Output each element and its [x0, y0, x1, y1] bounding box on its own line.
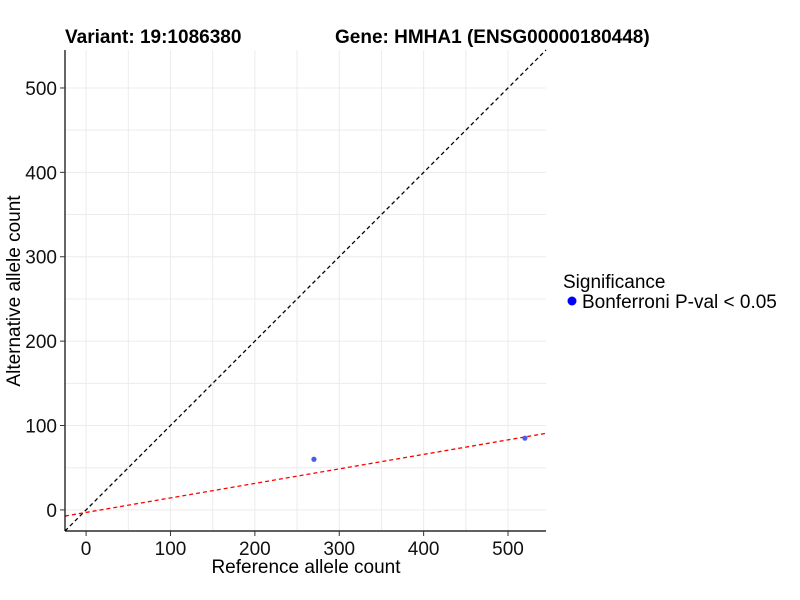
- data-points: [311, 435, 528, 462]
- grid: [65, 50, 546, 531]
- legend-marker: [567, 296, 577, 306]
- y-tick-label: 500: [25, 79, 57, 100]
- regression-line: [64, 432, 547, 517]
- x-tick-label: 300: [323, 539, 355, 560]
- x-axis-title: Reference allele count: [211, 557, 401, 578]
- data-point: [522, 435, 528, 441]
- x-tick-label: 500: [492, 539, 524, 560]
- y-tick-label: 400: [25, 163, 57, 184]
- x-tick-label: 400: [408, 539, 440, 560]
- legend-title: Significance: [563, 272, 665, 293]
- axes: [60, 50, 546, 536]
- chart-title-gene: Gene: HMHA1 (ENSG00000180448): [335, 27, 650, 48]
- y-axis-title: Alternative allele count: [4, 195, 25, 387]
- y-tick-label: 200: [25, 332, 57, 353]
- x-tick-label: 100: [155, 539, 187, 560]
- y-tick-label: 0: [46, 501, 57, 522]
- x-tick-label: 0: [81, 539, 92, 560]
- chart-title-variant: Variant: 19:1086380: [65, 27, 241, 48]
- legend-entry-label: Bonferroni P-val < 0.05: [582, 292, 777, 313]
- data-point: [311, 456, 317, 462]
- reference-lines: [64, 49, 547, 532]
- identity-line: [64, 49, 547, 532]
- legend: Significance Bonferroni P-val < 0.05: [563, 272, 777, 313]
- x-tick-label: 200: [239, 539, 271, 560]
- tick-labels: 0 100 200 300 400 500 0 100 200 300 400 500: [25, 79, 524, 560]
- y-tick-label: 300: [25, 248, 57, 269]
- y-tick-label: 100: [25, 417, 57, 438]
